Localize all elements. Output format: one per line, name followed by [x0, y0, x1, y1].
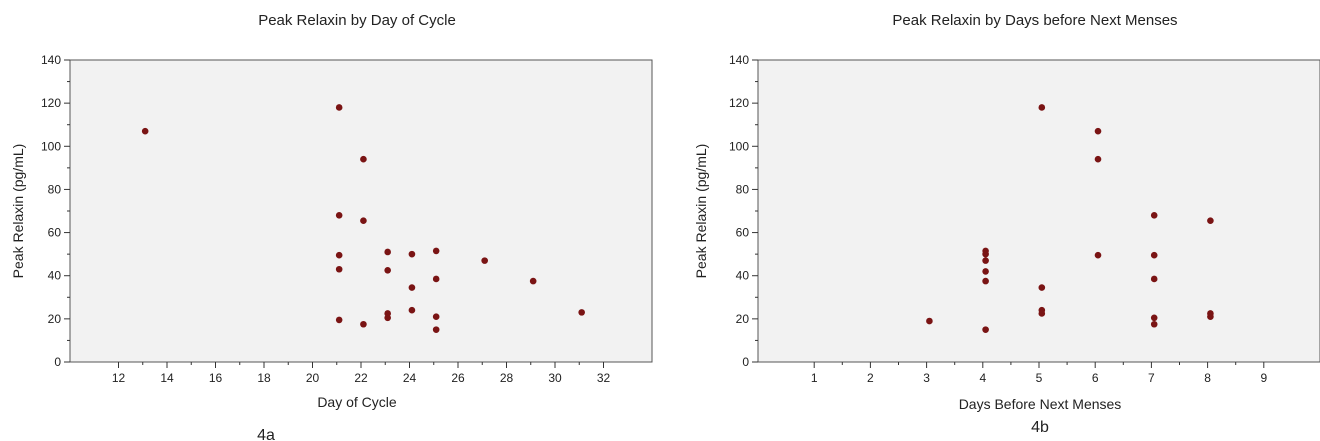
chart-4a-ytick-labels: 0 20 40 60 80 100 120 140	[41, 53, 70, 369]
chart-4b-ytick-labels: 0 20 40 60 80 100 120 140	[729, 53, 758, 369]
chart-4a-xlabel: Day of Cycle	[317, 394, 397, 410]
chart-4b-xlabel: Days Before Next Menses	[959, 396, 1122, 412]
chart-4a-ytick-label: 20	[48, 312, 62, 326]
chart-4b-plot-area	[757, 59, 1320, 363]
chart-4a-ytick-label: 100	[41, 139, 61, 153]
chart-4b-data-point	[926, 317, 933, 325]
chart-4a-ylabel: Peak Relaxin (pg/mL)	[10, 144, 26, 279]
chart-4a-data-point	[141, 127, 149, 135]
chart-4a-data-point	[432, 247, 440, 255]
chart-4a-xtick-label: 16	[209, 371, 223, 385]
chart-4b-ytick-label: 20	[736, 312, 750, 326]
chart-4a-data-point	[578, 309, 585, 316]
chart-4b-data-point	[1150, 212, 1158, 219]
chart-4a-data-point	[335, 251, 343, 259]
chart-4a-xtick-labels: 12 14 16 18 20 22 24 26 28 30 32	[112, 362, 611, 385]
chart-4a-data-point	[432, 326, 440, 333]
chart-4a-xtick-label: 20	[306, 371, 320, 385]
chart-4b-data-point	[982, 268, 989, 275]
chart-4b-data-point	[1094, 155, 1102, 163]
chart-4a-ytick-label: 60	[48, 226, 62, 240]
chart-4a-xtick-label: 24	[403, 371, 417, 385]
chart-4b: Peak Relaxin by Days before Next Menses …	[693, 12, 1320, 436]
chart-4b-data-point	[1150, 314, 1158, 322]
chart-4b-xtick-label: 3	[923, 371, 930, 385]
chart-4b-data-point	[982, 326, 989, 333]
chart-4a-plot-area	[69, 59, 653, 363]
chart-4a-xtick-label: 32	[597, 371, 611, 385]
chart-4a-ytick-label: 40	[48, 269, 62, 283]
chart-4a-xtick-label: 12	[112, 371, 126, 385]
chart-4b-data-point	[1150, 275, 1158, 283]
chart-4a-data-point	[335, 104, 343, 111]
chart-4a-data-point	[335, 212, 343, 219]
chart-4a-data-point	[360, 217, 367, 225]
chart-4a-caption: 4a	[257, 427, 275, 441]
chart-4b-data-point	[1038, 104, 1046, 111]
chart-4b-ytick-label: 0	[742, 355, 749, 369]
chart-4b-xtick-label: 6	[1092, 371, 1099, 385]
chart-4a-data-point	[432, 275, 440, 283]
chart-4a-xtick-label: 18	[257, 371, 271, 385]
chart-4a-xtick-label: 22	[354, 371, 368, 385]
chart-4b-xtick-label: 2	[867, 371, 874, 385]
chart-4a-data-point	[408, 250, 416, 258]
chart-4a-data-point	[529, 277, 537, 285]
chart-4a-xtick-label: 14	[160, 371, 174, 385]
chart-4b-data-point	[1094, 127, 1102, 135]
chart-4a-data-point	[408, 284, 416, 291]
chart-4a-data-point	[335, 316, 343, 324]
chart-4b-data-point	[982, 257, 989, 264]
chart-4b-xtick-label: 8	[1204, 371, 1211, 385]
chart-4b-xtick-label: 1	[811, 371, 818, 385]
chart-4a-data-point	[481, 257, 488, 264]
chart-4b-data-point	[1207, 313, 1214, 321]
chart-4a-xtick-label: 26	[451, 371, 465, 385]
chart-4a-data-point	[360, 320, 367, 328]
chart-4b-xtick-labels: 1 2 3 4 5 6 7 8 9	[811, 362, 1267, 385]
chart-4b-ytick-label: 60	[736, 226, 750, 240]
chart-4a-data-point	[384, 314, 391, 322]
chart-4b-xtick-label: 9	[1260, 371, 1267, 385]
chart-4a-points	[141, 104, 585, 333]
chart-4a-data-point	[335, 265, 343, 273]
chart-4b-points	[926, 104, 1214, 333]
chart-4b-data-point	[1207, 217, 1214, 225]
chart-4b-ylabel: Peak Relaxin (pg/mL)	[693, 144, 709, 279]
chart-4a-data-point	[360, 155, 367, 163]
chart-4b-xtick-label: 5	[1036, 371, 1043, 385]
chart-4a-xtick-label: 30	[548, 371, 562, 385]
chart-4b-xtick-label: 7	[1148, 371, 1155, 385]
chart-4b-ytick-label: 140	[729, 53, 749, 67]
chart-4b-data-point	[982, 277, 989, 285]
chart-4b-title: Peak Relaxin by Days before Next Menses	[892, 12, 1177, 29]
chart-4b-data-point	[1094, 251, 1102, 259]
chart-4a: Peak Relaxin by Day of Cycle 0 20 40 60 80 10…	[10, 12, 653, 441]
chart-4b-data-point	[982, 250, 989, 258]
chart-4b-xtick-label: 4	[979, 371, 986, 385]
chart-4a-data-point	[432, 313, 440, 321]
chart-4b-caption: 4b	[1031, 419, 1049, 436]
chart-4b-ytick-label: 100	[729, 139, 749, 153]
chart-4b-data-point	[1150, 251, 1158, 259]
chart-4a-data-point	[384, 267, 391, 274]
chart-4b-data-point	[1150, 320, 1158, 328]
chart-4b-data-point	[1038, 310, 1046, 317]
chart-4a-ytick-label: 120	[41, 96, 61, 110]
chart-4b-ytick-label: 80	[736, 182, 750, 196]
chart-4a-data-point	[408, 306, 416, 314]
chart-4a-title: Peak Relaxin by Day of Cycle	[258, 12, 456, 29]
chart-4b-data-point	[1038, 284, 1046, 291]
chart-4a-ytick-label: 80	[48, 182, 62, 196]
chart-4a-ytick-label: 0	[54, 355, 61, 369]
chart-4b-ytick-label: 120	[729, 96, 749, 110]
chart-4a-ytick-label: 140	[41, 53, 61, 67]
chart-4a-data-point	[384, 248, 391, 256]
chart-4a-xtick-label: 28	[500, 371, 514, 385]
chart-4b-ytick-label: 40	[736, 269, 750, 283]
